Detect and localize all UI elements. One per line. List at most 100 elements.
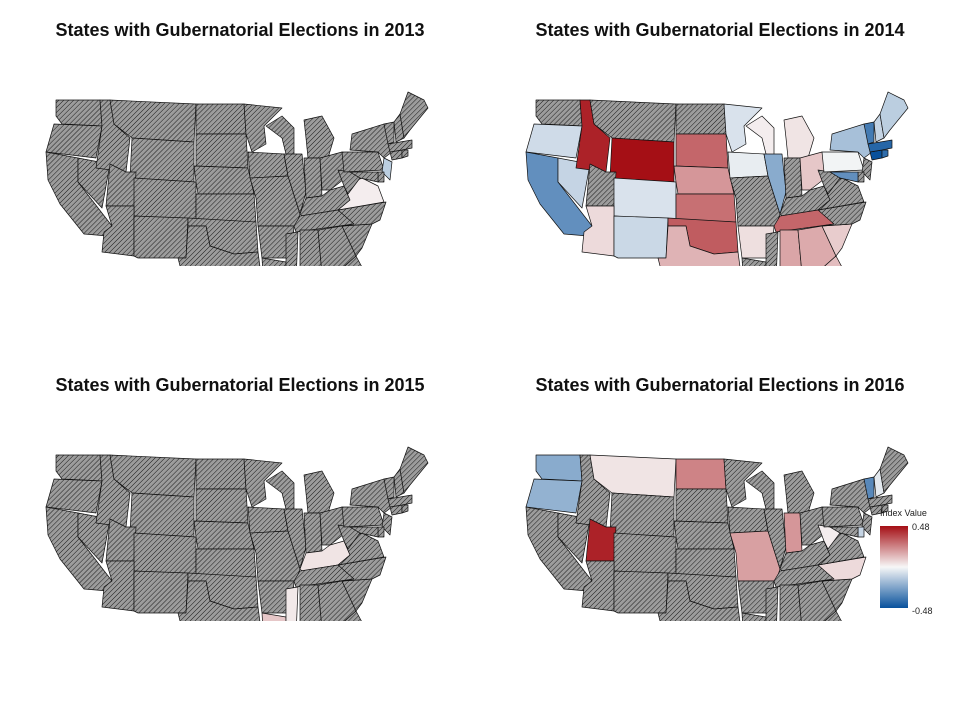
- state-al: [779, 229, 802, 266]
- state-wi: [265, 115, 295, 157]
- state-il: [763, 153, 787, 215]
- state-ma: [867, 139, 893, 153]
- panel-2014: States with Gubernatorial Elections in 2…: [480, 0, 960, 360]
- state-de: [377, 171, 385, 183]
- state-mn: [243, 458, 283, 508]
- state-nj: [381, 512, 393, 536]
- legend-color-bar: [880, 526, 908, 608]
- state-ks: [195, 193, 257, 223]
- state-fl: [824, 255, 842, 266]
- state-ms: [285, 586, 299, 621]
- state-ms: [285, 231, 299, 266]
- panel-2013: States with Gubernatorial Elections in 2…: [0, 0, 480, 360]
- state-or: [525, 123, 583, 159]
- state-co: [133, 532, 197, 576]
- state-oh: [799, 506, 829, 546]
- state-az: [581, 205, 615, 257]
- state-de: [857, 171, 865, 183]
- state-ri: [881, 149, 889, 159]
- legend-min-label: -0.48: [912, 606, 933, 616]
- state-mi: [303, 470, 335, 514]
- state-ne: [673, 520, 735, 550]
- state-pa: [341, 151, 385, 173]
- panel-title-2014: States with Gubernatorial Elections in 2…: [535, 20, 905, 40]
- state-al: [299, 584, 322, 621]
- state-mn: [723, 103, 763, 153]
- state-ma: [387, 139, 413, 153]
- state-sd: [195, 133, 249, 169]
- state-az: [101, 560, 135, 612]
- state-wi: [745, 115, 775, 157]
- state-tx: [657, 225, 741, 266]
- us-map-2015: [45, 446, 429, 621]
- state-wa: [535, 99, 583, 127]
- panel-title-2016: States with Gubernatorial Elections in 2…: [535, 375, 905, 395]
- state-co: [613, 177, 677, 221]
- state-fl: [824, 610, 842, 621]
- state-al: [299, 229, 322, 266]
- state-md: [349, 526, 379, 538]
- state-md: [349, 171, 379, 183]
- state-ia: [727, 506, 769, 534]
- panel-title-2015: States with Gubernatorial Elections in 2…: [55, 375, 425, 395]
- us-map-2013: [45, 91, 429, 266]
- state-pa: [341, 506, 385, 528]
- state-or: [525, 478, 583, 514]
- state-tx: [177, 580, 261, 621]
- state-wi: [745, 470, 775, 512]
- state-co: [133, 177, 197, 221]
- state-nd: [675, 458, 727, 490]
- panel-2015: States with Gubernatorial Elections in 2…: [0, 355, 480, 715]
- state-me: [399, 446, 429, 494]
- state-wy: [129, 492, 195, 538]
- state-de: [377, 526, 385, 538]
- state-wi: [265, 470, 295, 512]
- state-ne: [193, 520, 255, 550]
- state-de: [857, 526, 865, 538]
- state-ne: [193, 165, 255, 195]
- state-fl: [344, 255, 362, 266]
- state-ne: [673, 165, 735, 195]
- state-ks: [675, 548, 737, 578]
- legend-title: Index Value: [880, 508, 927, 518]
- state-oh: [319, 151, 349, 191]
- state-pa: [821, 151, 865, 173]
- state-or: [45, 478, 103, 514]
- state-az: [101, 205, 135, 257]
- panel-2016: States with Gubernatorial Elections in 2…: [480, 355, 960, 715]
- state-nm: [613, 215, 669, 259]
- state-in: [303, 157, 323, 199]
- state-nd: [675, 103, 727, 135]
- state-ma: [867, 494, 893, 508]
- state-me: [879, 91, 909, 139]
- state-mn: [243, 103, 283, 153]
- state-nm: [133, 570, 189, 614]
- state-wy: [609, 137, 675, 183]
- state-ia: [247, 151, 289, 179]
- state-md: [829, 526, 859, 538]
- state-sd: [675, 488, 729, 524]
- state-vt: [383, 121, 395, 145]
- state-oh: [319, 506, 349, 546]
- state-vt: [383, 476, 395, 500]
- state-ia: [727, 151, 769, 179]
- state-mi: [303, 115, 335, 159]
- state-vt: [863, 121, 875, 145]
- state-nd: [195, 103, 247, 135]
- state-mi: [783, 470, 815, 514]
- state-il: [283, 153, 307, 215]
- state-nj: [861, 157, 873, 181]
- state-az: [581, 560, 615, 612]
- state-sd: [195, 488, 249, 524]
- color-legend: Index Value 0.48 -0.48: [876, 508, 946, 620]
- state-wy: [129, 137, 195, 183]
- legend-max-label: 0.48: [912, 522, 930, 532]
- state-wy: [609, 492, 675, 538]
- state-in: [303, 512, 323, 554]
- state-nm: [133, 215, 189, 259]
- state-ma: [387, 494, 413, 508]
- state-il: [763, 508, 787, 570]
- state-ia: [247, 506, 289, 534]
- state-md: [829, 171, 859, 183]
- state-ms: [765, 586, 779, 621]
